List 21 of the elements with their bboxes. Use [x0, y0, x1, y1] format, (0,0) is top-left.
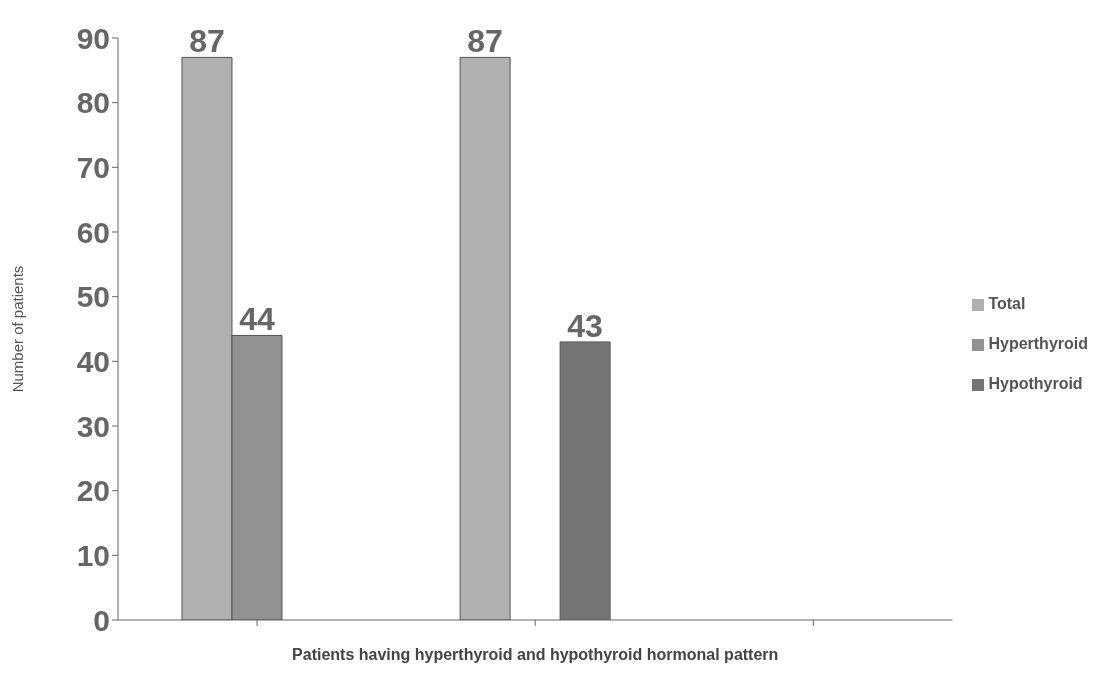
data-label: 87 [467, 23, 503, 60]
y-tick-label: 40 [76, 344, 110, 378]
y-tick-label: 10 [76, 538, 110, 572]
bar [559, 341, 611, 620]
legend-label: Hypothyroid [988, 375, 1083, 392]
data-label: 44 [239, 301, 275, 338]
y-tick-label: 50 [76, 280, 110, 314]
legend-label: Hyperthyroid [988, 335, 1088, 352]
y-tick-label: 80 [76, 86, 110, 120]
bar [459, 56, 511, 620]
y-axis-title: Number of patients [9, 265, 27, 393]
x-axis-title: Patients having hyperthyroid and hypothyroid hormonal pattern [292, 646, 779, 663]
y-tick-label: 20 [76, 474, 110, 508]
y-tick-label: 70 [76, 150, 110, 184]
y-tick-label: 90 [76, 21, 110, 55]
y-tick-label: 30 [76, 409, 110, 443]
data-label: 43 [567, 307, 603, 344]
y-tick-label: 60 [76, 215, 110, 249]
legend-label: Total [988, 295, 1026, 312]
data-label: 87 [189, 23, 225, 60]
y-tick-label: 0 [93, 603, 110, 637]
